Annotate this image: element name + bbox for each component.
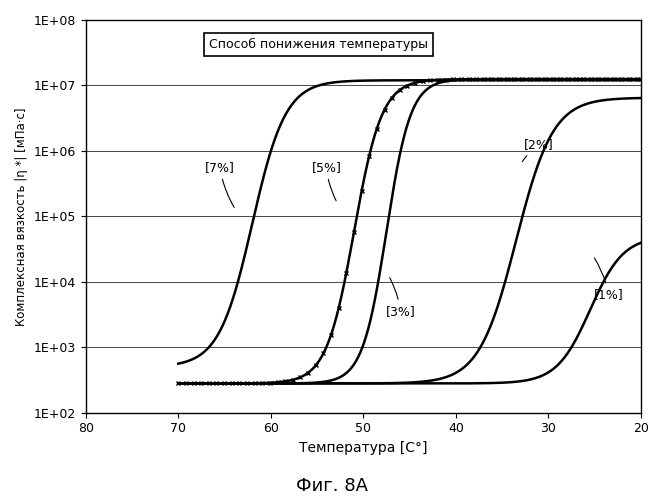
Text: [7%]: [7%]: [205, 161, 235, 208]
X-axis label: Температура [С°]: Температура [С°]: [299, 441, 428, 455]
Text: Фиг. 8А: Фиг. 8А: [296, 477, 368, 495]
Text: Способ понижения температуры: Способ понижения температуры: [209, 38, 428, 51]
Text: [5%]: [5%]: [311, 161, 341, 201]
Text: [3%]: [3%]: [386, 278, 415, 318]
Text: [2%]: [2%]: [523, 138, 554, 162]
Text: [1%]: [1%]: [594, 258, 623, 302]
Y-axis label: Комплексная вязкость |η *| [мПа·с]: Комплексная вязкость |η *| [мПа·с]: [15, 107, 28, 326]
